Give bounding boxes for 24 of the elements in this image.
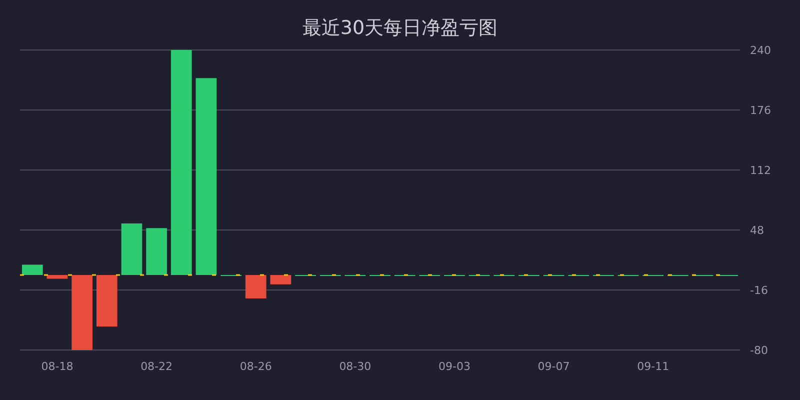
y-tick-label: 176: [750, 104, 771, 117]
y-tick-label: -80: [750, 344, 768, 357]
x-tick-label: 08-30: [339, 360, 372, 373]
bar: [146, 228, 167, 275]
bar: [270, 275, 292, 284]
bar: [46, 275, 68, 279]
bar: [96, 275, 118, 327]
x-tick-label: 08-26: [240, 360, 272, 373]
chart-title: 最近30天每日净盈亏图: [302, 17, 498, 39]
bar: [170, 50, 192, 275]
x-tick-label: 08-18: [41, 360, 74, 373]
bar: [121, 223, 142, 275]
y-tick-label: 48: [750, 224, 764, 237]
bar: [22, 264, 43, 275]
y-tick-label: -16: [750, 284, 768, 297]
bar: [196, 78, 217, 275]
bar: [245, 275, 266, 298]
bar: [72, 275, 92, 350]
x-tick-label: 08-22: [140, 360, 173, 373]
y-tick-label: 240: [750, 44, 771, 57]
x-tick-label: 09-07: [538, 360, 570, 373]
y-tick-label: 112: [750, 164, 771, 177]
x-tick-label: 09-11: [637, 360, 670, 373]
x-tick-label: 09-03: [438, 360, 470, 373]
